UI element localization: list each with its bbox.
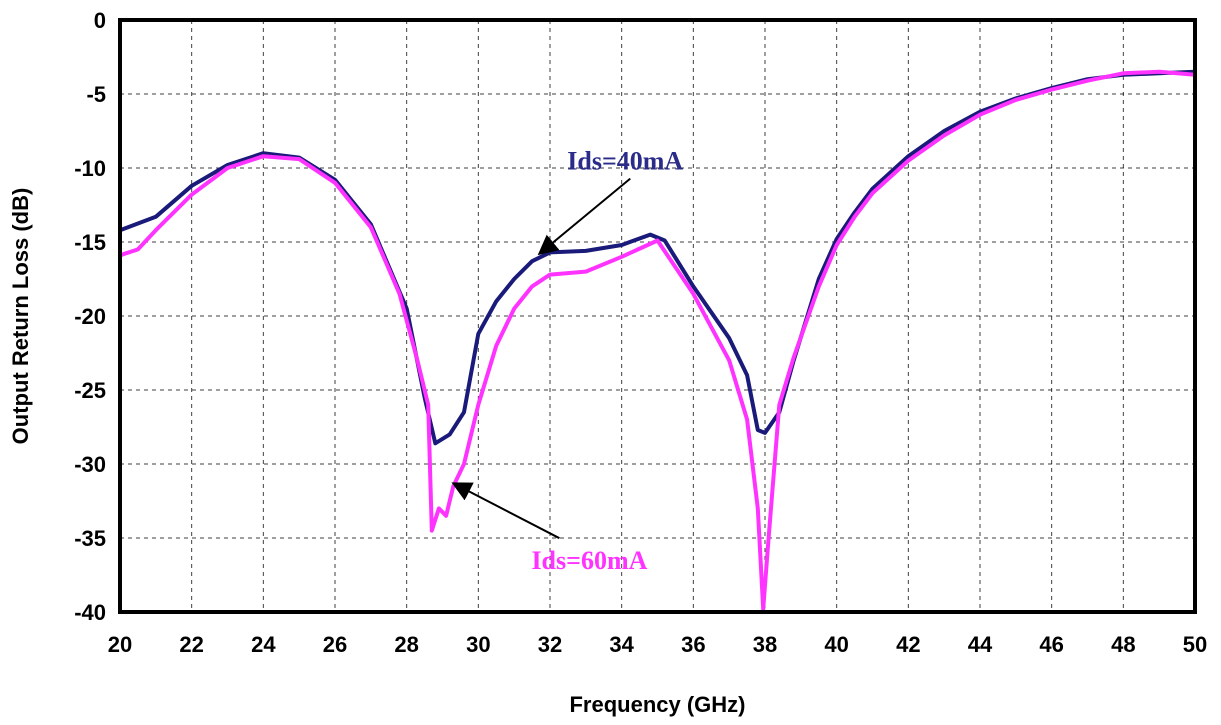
x-tick-label: 42: [896, 632, 920, 657]
annotation-arrow: [537, 177, 631, 256]
x-tick-label: 36: [681, 632, 705, 657]
x-tick-label: 40: [824, 632, 848, 657]
x-tick-label: 38: [753, 632, 777, 657]
annotation-label: Ids=40mA: [567, 147, 683, 176]
x-tick-label: 22: [179, 632, 203, 657]
x-tick-label: 34: [609, 632, 634, 657]
x-tick-label: 30: [466, 632, 490, 657]
y-tick-label: 0: [94, 8, 106, 33]
y-tick-label: -5: [86, 82, 106, 107]
x-tick-label: 28: [394, 632, 418, 657]
x-tick-label: 24: [251, 632, 276, 657]
y-tick-label: -10: [74, 156, 106, 181]
annotation-arrow: [451, 482, 560, 540]
plot-frame: [118, 18, 1197, 614]
series-line-2: [119, 69, 1196, 611]
x-tick-label: 44: [968, 632, 993, 657]
y-tick-label: -15: [74, 230, 106, 255]
series-line-1: [119, 69, 1196, 446]
x-tick-label: 26: [323, 632, 347, 657]
x-tick-label: 20: [108, 632, 132, 657]
grid: [120, 20, 1195, 612]
y-axis-label: Output Return Loss (dB): [8, 188, 33, 445]
annotations: Ids=40mA Ids=60mA: [451, 147, 683, 575]
tick-labels: 20 22 24 26 28 30 32 34 36 38 40 42 44 46 48 50 0 -5 -10 -1…: [74, 8, 1207, 657]
y-tick-label: -20: [74, 304, 106, 329]
x-tick-label: 32: [538, 632, 562, 657]
x-axis-label: Frequency (GHz): [569, 692, 745, 717]
x-tick-label: 48: [1111, 632, 1135, 657]
y-tick-label: -30: [74, 452, 106, 477]
y-tick-label: -40: [74, 600, 106, 625]
annotation-label: Ids=60mA: [531, 546, 647, 575]
y-tick-label: -35: [74, 526, 106, 551]
x-tick-label: 46: [1039, 632, 1063, 657]
series-layer: [119, 69, 1196, 611]
x-tick-label: 50: [1183, 632, 1207, 657]
y-tick-label: -25: [74, 378, 106, 403]
